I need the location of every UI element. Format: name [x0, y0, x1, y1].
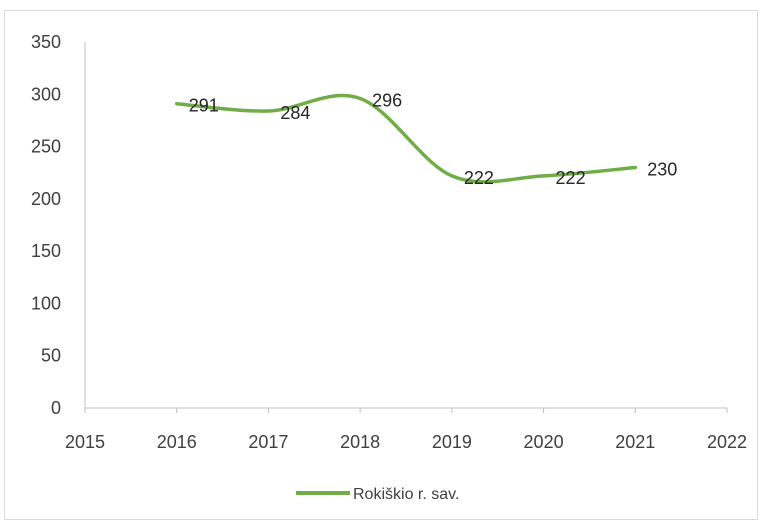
data-labels: 291 284 296 222 222 230	[189, 90, 678, 187]
data-label: 284	[280, 103, 310, 123]
legend-label: Rokiškio r. sav.	[353, 486, 459, 503]
x-tick-label: 2022	[707, 432, 747, 452]
x-axis-ticks: 2015 2016 2017 2018 2019 2020 2021 2022	[65, 408, 747, 452]
x-tick-label: 2018	[340, 432, 380, 452]
x-tick-label: 2021	[615, 432, 655, 452]
y-tick-label: 0	[51, 398, 61, 418]
x-tick-label: 2016	[157, 432, 197, 452]
series-layer	[174, 93, 638, 184]
y-tick-label: 200	[31, 189, 61, 209]
y-axis-ticks: 0 50 100 150 200 250 300 350	[31, 32, 61, 418]
x-tick-label: 2019	[432, 432, 472, 452]
chart-frame	[4, 10, 758, 520]
legend: Rokiškio r. sav.	[296, 486, 459, 503]
x-tick-label: 2017	[248, 432, 288, 452]
data-label: 222	[556, 168, 586, 188]
data-label: 291	[189, 96, 219, 116]
y-tick-label: 350	[31, 32, 61, 52]
data-label: 296	[372, 90, 402, 110]
x-tick-label: 2020	[524, 432, 564, 452]
y-tick-label: 300	[31, 84, 61, 104]
data-label: 230	[647, 159, 677, 179]
x-tick-label: 2015	[65, 432, 105, 452]
y-tick-label: 150	[31, 241, 61, 261]
y-tick-label: 250	[31, 137, 61, 157]
data-label: 222	[464, 168, 494, 188]
y-tick-label: 100	[31, 293, 61, 313]
y-tick-label: 50	[41, 346, 61, 366]
series-line	[174, 93, 638, 184]
